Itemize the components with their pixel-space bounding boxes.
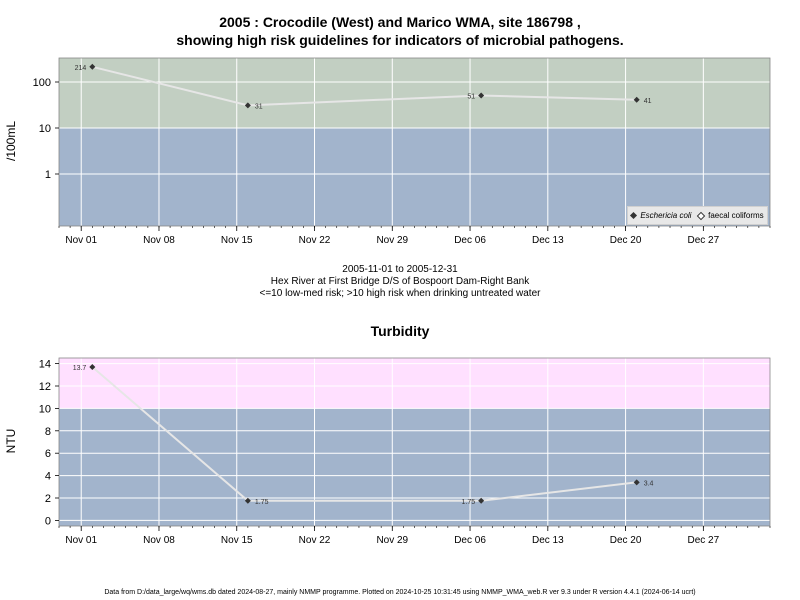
x-tick-label: Dec 20: [610, 535, 642, 546]
x-tick-label: Nov 08: [143, 235, 175, 246]
x-tick-label: Nov 01: [65, 235, 97, 246]
data-point: [478, 497, 485, 504]
legend-label-faecal: faecal coliforms: [708, 211, 764, 220]
legend-item-ecoli: Eschericia coli: [630, 211, 692, 220]
chart-title-line1: 2005 : Crocodile (West) and Marico WMA, …: [219, 14, 581, 30]
data-label: 1.75: [255, 499, 269, 506]
x-tick-label: Nov 29: [376, 235, 408, 246]
turbidity-chart: 0 2 4 6 8 10 12 14 Nov 01 Nov 08 Nov 15 Nov 22 Nov 2…: [39, 357, 771, 546]
data-label: 31: [255, 103, 263, 110]
data-point: [89, 63, 96, 70]
data-point: [244, 497, 251, 504]
site-description-note: Hex River at First Bridge D/S of Bospoor…: [270, 276, 530, 287]
y-tick-label: 2: [45, 493, 51, 505]
x-tick-label: Dec 13: [532, 535, 564, 546]
turbidity-title: Turbidity: [370, 323, 430, 339]
risk-guideline-note: <=10 low-med risk; >10 high risk when dr…: [259, 288, 541, 299]
data-point: [633, 96, 640, 103]
legend-marker-ecoli: [630, 212, 638, 220]
x-tick-label: Dec 20: [610, 235, 642, 246]
legend-marker-faecal: [696, 211, 706, 221]
data-label: 13.7: [73, 365, 87, 372]
data-label: 3.4: [644, 480, 654, 487]
y-tick-label: 14: [39, 359, 51, 371]
series-line: [92, 65, 637, 107]
data-source-footer: Data from D:/data_large/wq/wms.db dated …: [104, 589, 696, 596]
x-tick-label: Dec 06: [454, 235, 486, 246]
y-tick-label: 8: [45, 426, 51, 438]
series-line: [91, 366, 637, 502]
y-tick-label: 0: [45, 515, 51, 527]
data-point: [478, 92, 485, 99]
data-label: 41: [644, 98, 652, 105]
high-risk-band: [59, 358, 770, 409]
x-tick-label: Nov 22: [299, 535, 331, 546]
date-range-note: 2005-11-01 to 2005-12-31: [342, 264, 458, 275]
legend-label-ecoli: Eschericia coli: [640, 211, 692, 220]
data-point: [633, 479, 640, 486]
y-tick-label: 4: [45, 471, 51, 483]
microbial-chart: 1 10 100 Nov 01 Nov 08 Nov 15 Nov 22 Nov 29 Dec …: [33, 57, 771, 246]
x-tick-label: Dec 06: [454, 535, 486, 546]
x-tick-label: Nov 08: [143, 535, 175, 546]
chart-title-line2: showing high risk guidelines for indicat…: [176, 32, 624, 48]
x-tick-label: Dec 27: [688, 535, 720, 546]
legend-item-faecal: faecal coliforms: [696, 211, 764, 221]
x-tick-label: Nov 29: [376, 535, 408, 546]
y-tick-label: 6: [45, 448, 51, 460]
chart-legend: Eschericia coli faecal coliforms: [627, 206, 768, 225]
x-tick-label: Nov 15: [221, 535, 253, 546]
data-label: 51: [467, 93, 475, 100]
x-tick-label: Nov 01: [65, 535, 97, 546]
y-tick-label: 10: [39, 403, 51, 415]
y-tick-label: 1: [45, 169, 51, 181]
x-tick-label: Nov 15: [221, 235, 253, 246]
low-risk-band: [59, 408, 770, 526]
y-tick-label: 100: [33, 77, 51, 89]
y-tick-label: 12: [39, 381, 51, 393]
x-tick-label: Dec 27: [688, 235, 720, 246]
data-point: [244, 102, 251, 109]
high-risk-band: [59, 58, 770, 128]
y-tick-label: 10: [39, 123, 51, 135]
data-label: 214: [75, 65, 87, 72]
x-tick-label: Nov 22: [299, 235, 331, 246]
data-label: 1.75: [462, 499, 476, 506]
data-point: [89, 363, 96, 370]
x-tick-label: Dec 13: [532, 235, 564, 246]
